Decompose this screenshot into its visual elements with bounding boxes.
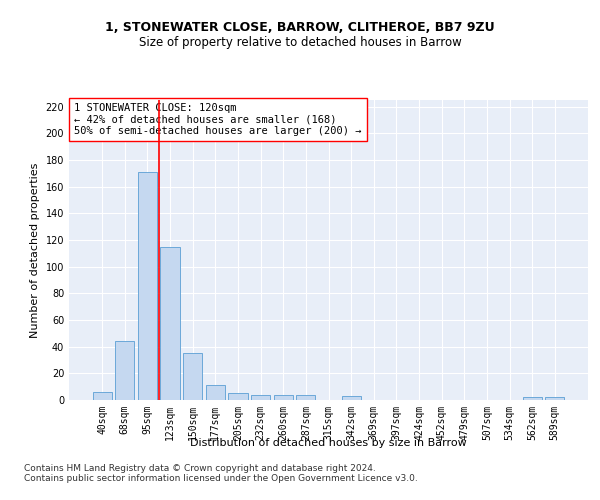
Bar xyxy=(296,394,316,400)
Bar xyxy=(341,396,361,400)
Bar xyxy=(183,354,202,400)
Bar xyxy=(206,386,225,400)
Bar xyxy=(251,394,270,400)
Bar xyxy=(160,246,180,400)
Text: 1, STONEWATER CLOSE, BARROW, CLITHEROE, BB7 9ZU: 1, STONEWATER CLOSE, BARROW, CLITHEROE, … xyxy=(105,21,495,34)
Text: 1 STONEWATER CLOSE: 120sqm
← 42% of detached houses are smaller (168)
50% of sem: 1 STONEWATER CLOSE: 120sqm ← 42% of deta… xyxy=(74,103,362,136)
Text: Distribution of detached houses by size in Barrow: Distribution of detached houses by size … xyxy=(190,438,467,448)
Bar xyxy=(92,392,112,400)
Bar xyxy=(545,398,565,400)
Bar xyxy=(115,342,134,400)
Bar xyxy=(274,394,293,400)
Text: Contains HM Land Registry data © Crown copyright and database right 2024.
Contai: Contains HM Land Registry data © Crown c… xyxy=(24,464,418,483)
Y-axis label: Number of detached properties: Number of detached properties xyxy=(30,162,40,338)
Bar xyxy=(229,394,248,400)
Bar xyxy=(523,398,542,400)
Text: Size of property relative to detached houses in Barrow: Size of property relative to detached ho… xyxy=(139,36,461,49)
Bar xyxy=(138,172,157,400)
